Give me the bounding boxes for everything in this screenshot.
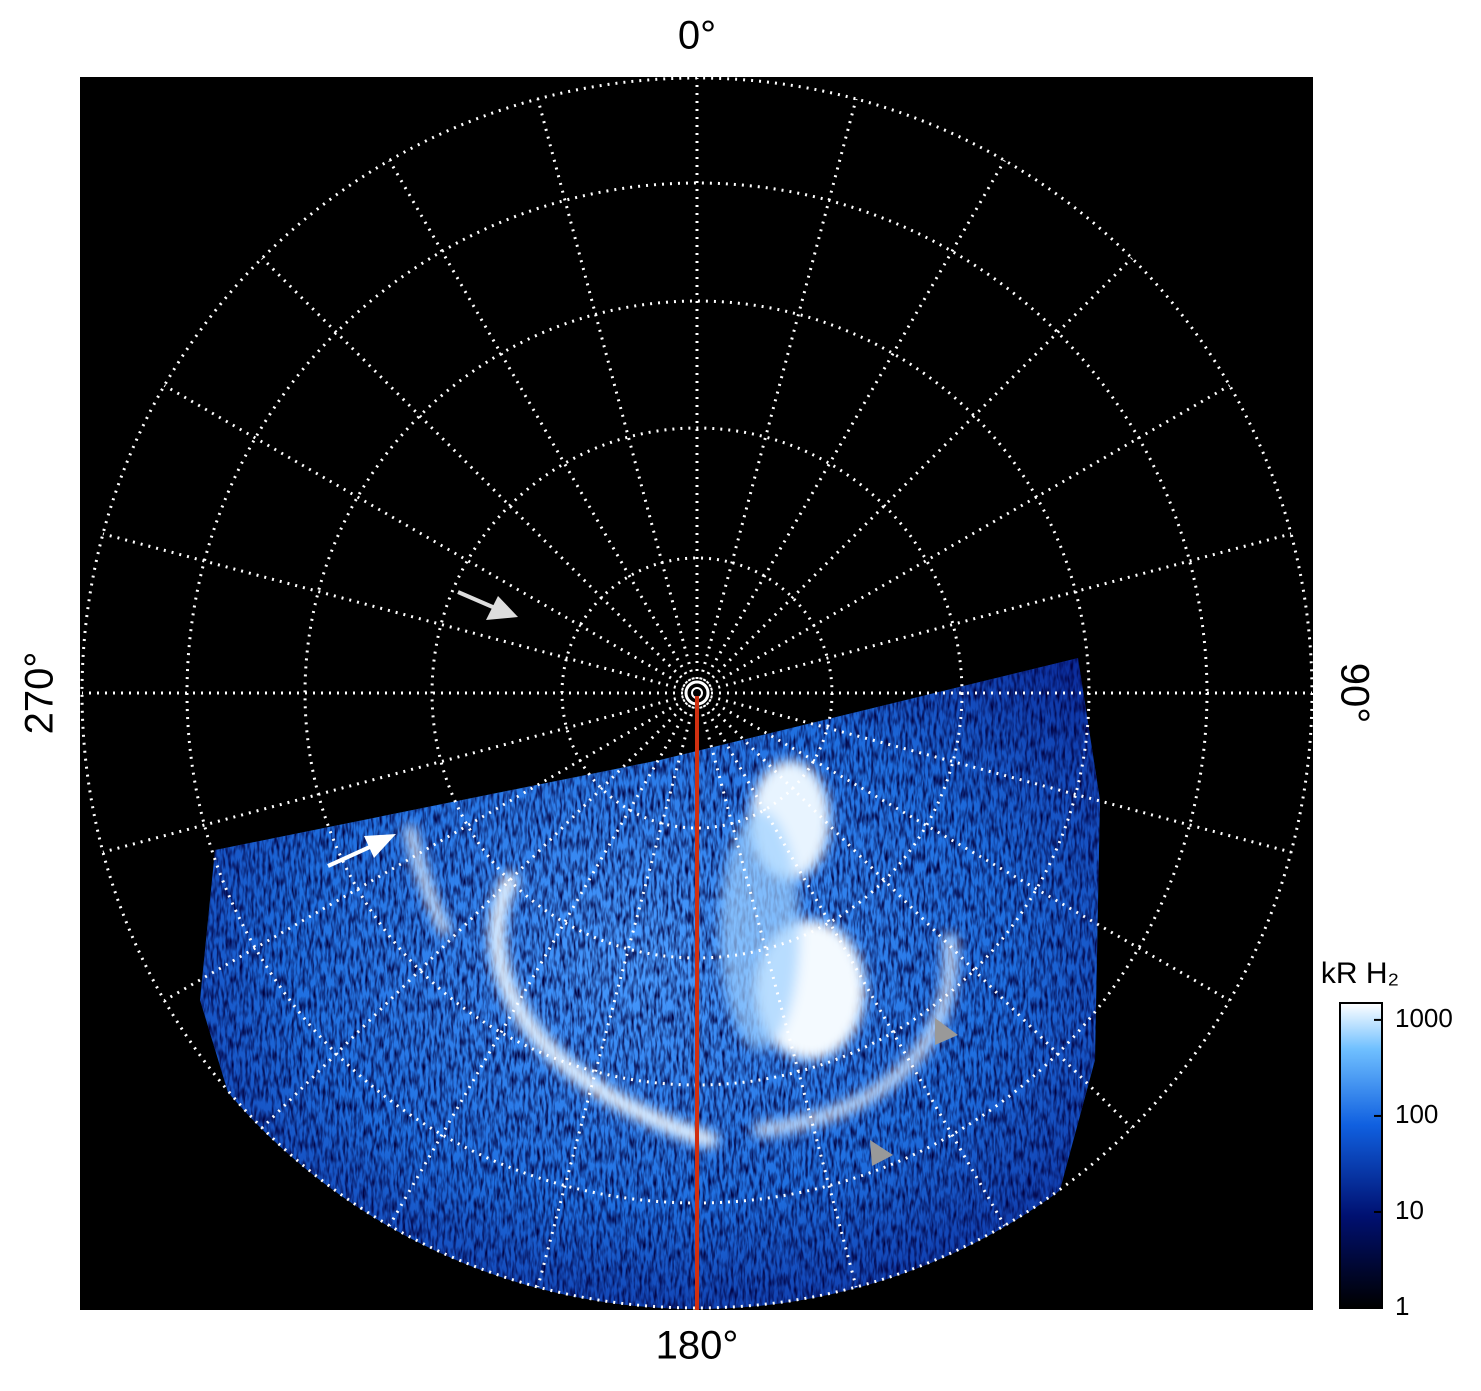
angle-label: 0° [678,14,716,58]
arrow [327,834,396,868]
colorbar-tick-label: 1000 [1395,1003,1453,1033]
colorbar-tick-label: 10 [1395,1195,1424,1225]
colorbar-label: kR H₂ [1321,957,1399,990]
arrowhead [935,1018,958,1045]
angle-label: 270° [18,652,62,735]
colorbar-tick-label: 1 [1395,1291,1409,1321]
angle-label: 180° [656,1324,739,1368]
colorbar-tick-label: 100 [1395,1099,1438,1129]
arrow [457,590,518,620]
colorbar [1339,1002,1383,1309]
arrowhead [870,1140,893,1166]
angle-label: 90° [1332,663,1376,724]
